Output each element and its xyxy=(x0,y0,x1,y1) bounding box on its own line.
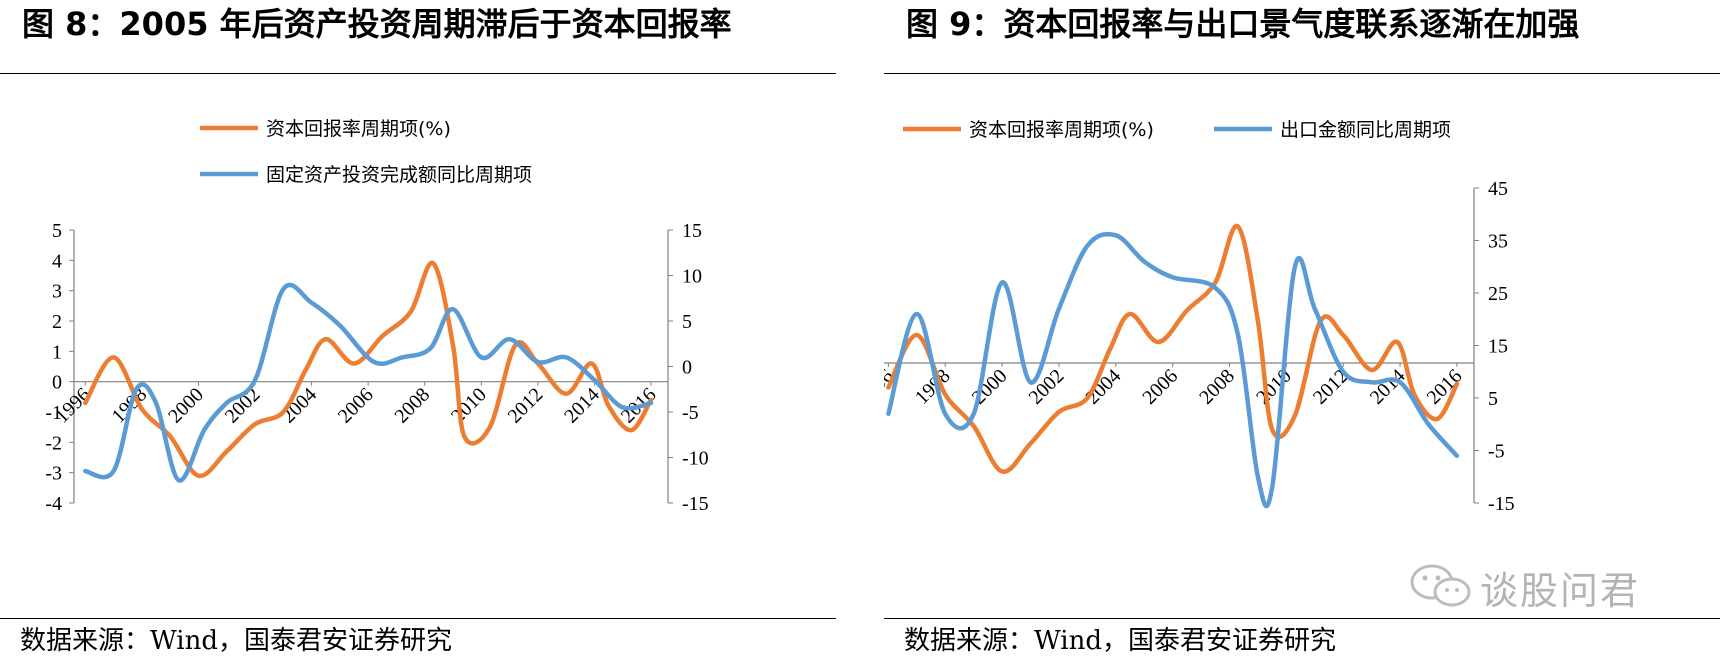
left-tick-label: 0 xyxy=(52,372,62,394)
figure-8-source: 数据来源：Wind，国泰君安证券研究 xyxy=(20,626,452,656)
legend-item-1: 出口金额同比周期项 xyxy=(1214,119,1451,141)
right-tick-label: 5 xyxy=(682,311,692,333)
left-tick-label: 1 xyxy=(52,341,62,363)
title-divider xyxy=(0,73,836,74)
title-divider xyxy=(884,73,1720,74)
x-tick-label: 2002 xyxy=(1025,365,1069,409)
left-tick-label: 5 xyxy=(52,220,62,242)
source-divider xyxy=(0,618,836,619)
legend-label: 出口金额同比周期项 xyxy=(1280,119,1451,141)
x-tick-label: 2010 xyxy=(1252,365,1296,409)
right-tick-label: 25 xyxy=(1488,283,1508,305)
series-line-1 xyxy=(886,231,1460,509)
left-tick-label: 3 xyxy=(52,281,62,303)
left-tick-label: 4 xyxy=(52,250,62,272)
series-line-0 xyxy=(83,260,654,478)
x-tick-label: 2004 xyxy=(277,384,321,428)
figure-8-panel: 图 8：2005 年后资产投资周期滞后于资本回报率 -4 -3 -2 -1 0 1 2 3 4 5… xyxy=(0,0,836,661)
left-tick-label: 2 xyxy=(52,311,62,333)
x-tick-label: 2006 xyxy=(1138,365,1182,409)
figure-9-title: 图 9：资本回报率与出口景气度联系逐渐在加强 xyxy=(906,5,1580,43)
figure-9-panel: 图 9：资本回报率与出口景气度联系逐渐在加强 -4-3-2-1012345-15… xyxy=(884,0,1720,661)
left-tick-label: -4 xyxy=(45,493,62,515)
right-tick-label: -10 xyxy=(682,448,709,470)
wechat-icon xyxy=(1410,562,1472,614)
right-tick-label: 10 xyxy=(682,266,702,288)
left-tick-label: -1 xyxy=(45,402,62,424)
x-tick-label: 2006 xyxy=(334,384,378,428)
right-tick-label: 0 xyxy=(682,357,692,379)
right-tick-label: 15 xyxy=(1488,336,1508,358)
x-tick-label: 2010 xyxy=(447,384,491,428)
series-line-1 xyxy=(83,282,654,483)
x-tick-label: 2000 xyxy=(968,365,1012,409)
right-tick-label: 35 xyxy=(1488,231,1508,253)
right-tick-label: 45 xyxy=(1488,178,1508,200)
axes: -4-3-2-1012345-15-5515253545199619982000… xyxy=(884,178,1515,515)
figure-8-title: 图 8：2005 年后资产投资周期滞后于资本回报率 xyxy=(22,5,732,43)
right-tick-label: 5 xyxy=(1488,388,1498,410)
x-tick-label: 2012 xyxy=(504,384,548,428)
left-tick-label: -3 xyxy=(45,463,62,485)
right-tick-label: -5 xyxy=(1488,441,1505,463)
x-tick-label: 2008 xyxy=(1195,365,1239,409)
source-divider xyxy=(884,618,1720,619)
right-tick-label: -5 xyxy=(682,402,699,424)
right-tick-label: -15 xyxy=(1488,493,1515,515)
legend-item-1: 固定资产投资完成额同比周期项 xyxy=(200,164,532,186)
left-tick-label: -2 xyxy=(45,432,62,454)
legend-label: 资本回报率周期项(%) xyxy=(969,119,1154,141)
legend-item-0: 资本回报率周期项(%) xyxy=(200,118,451,140)
x-tick-label: 2008 xyxy=(390,384,434,428)
series-line-0 xyxy=(886,224,1460,474)
legend-label: 固定资产投资完成额同比周期项 xyxy=(266,164,532,186)
right-tick-label: 15 xyxy=(682,220,702,242)
right-tick-label: -15 xyxy=(682,493,709,515)
figure-9-source: 数据来源：Wind，国泰君安证券研究 xyxy=(904,626,1336,656)
x-tick-label: 2016 xyxy=(1423,365,1467,409)
watermark-text: 谈股问君 xyxy=(1480,569,1641,613)
figure-9-chart: -4-3-2-1012345-15-5515253545199619982000… xyxy=(884,119,1515,515)
x-tick-label: 2000 xyxy=(164,384,208,428)
watermark: 谈股问君 xyxy=(1410,560,1640,615)
legend-label: 资本回报率周期项(%) xyxy=(266,118,451,140)
legend-item-0: 资本回报率周期项(%) xyxy=(903,119,1154,141)
x-tick-label: 2012 xyxy=(1309,365,1353,409)
x-tick-label: 2004 xyxy=(1081,365,1125,409)
x-tick-label: 2014 xyxy=(560,384,604,428)
